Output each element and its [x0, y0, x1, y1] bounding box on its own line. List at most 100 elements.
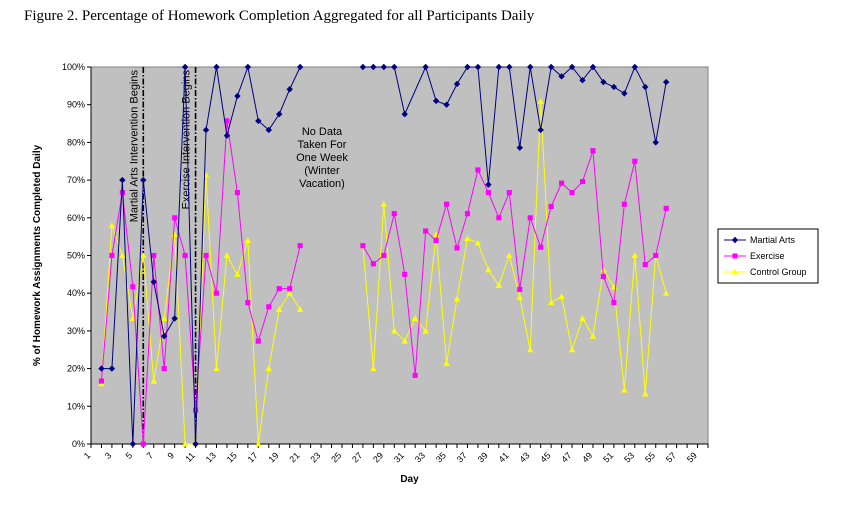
series-layer: [98, 63, 670, 448]
data-point: [391, 211, 397, 217]
data-point: [296, 306, 304, 312]
data-point: [589, 63, 597, 71]
y-tick-label: 50%: [67, 251, 85, 261]
x-tick-label: 37: [455, 450, 469, 464]
legend-label: Martial Arts: [750, 235, 796, 245]
x-tick-label: 51: [601, 450, 615, 464]
data-point: [244, 237, 252, 243]
data-point: [558, 293, 565, 300]
series-line: [362, 150, 667, 376]
data-point: [662, 290, 670, 296]
data-point: [192, 440, 199, 448]
x-tick-label: 17: [246, 450, 260, 464]
martial-arts-intervention-label: Martial Arts Intervention Begins: [128, 70, 140, 223]
data-point: [506, 252, 513, 259]
x-tick-label: 27: [350, 450, 364, 464]
data-point: [485, 181, 492, 188]
data-point: [129, 440, 137, 448]
x-tick-label: 9: [165, 450, 176, 461]
data-point: [370, 261, 376, 267]
data-point: [464, 235, 471, 242]
data-point: [244, 63, 252, 71]
x-axis: 1 3 5 7 9 11 13 15 17 19 21 23 25 27 29 31 33 35 37 39 41 43 4…: [82, 443, 709, 464]
data-point: [474, 63, 482, 71]
data-point: [182, 252, 188, 259]
data-point: [255, 117, 262, 125]
data-point: [401, 337, 408, 344]
figure-title: Figure 2. Percentage of Homework Complet…: [24, 8, 535, 24]
data-point: [286, 86, 293, 93]
data-point: [642, 390, 649, 397]
data-point: [380, 63, 388, 71]
x-tick-label: 13: [204, 450, 218, 464]
data-point: [517, 286, 523, 292]
data-point: [548, 203, 554, 210]
x-tick-label: 3: [103, 450, 114, 461]
data-point: [527, 63, 534, 71]
data-point: [579, 76, 586, 84]
data-point: [516, 144, 523, 151]
data-point: [537, 98, 544, 104]
data-point: [380, 201, 388, 207]
data-point: [547, 63, 555, 71]
data-point: [600, 266, 607, 273]
data-point: [579, 315, 586, 322]
data-point: [433, 237, 439, 243]
x-tick-label: 43: [517, 450, 531, 464]
data-point: [443, 360, 450, 366]
data-point: [245, 300, 251, 306]
series-line: [100, 120, 301, 445]
data-point: [453, 80, 461, 88]
data-point: [621, 90, 628, 97]
data-point: [381, 252, 387, 259]
data-point: [432, 97, 440, 105]
data-point: [485, 189, 491, 196]
data-point: [600, 274, 606, 280]
legend-label: Control Group: [750, 267, 807, 277]
data-point: [600, 78, 607, 86]
data-point: [464, 211, 471, 217]
data-point: [569, 189, 575, 196]
legend-marker: [732, 253, 738, 259]
series-martial-arts: [98, 63, 670, 448]
data-point: [213, 365, 220, 372]
data-point: [172, 215, 178, 221]
x-tick-label: 45: [538, 450, 552, 464]
data-point: [234, 271, 241, 277]
data-point: [265, 126, 272, 134]
data-point: [224, 118, 230, 124]
data-point: [402, 271, 408, 277]
data-point: [663, 205, 669, 211]
data-point: [391, 327, 398, 334]
x-tick-label: 55: [643, 450, 657, 464]
series-exercise: [98, 118, 669, 447]
data-point: [496, 215, 502, 221]
data-point: [129, 315, 137, 322]
data-point: [223, 132, 231, 139]
data-point: [370, 63, 377, 71]
data-point: [506, 189, 512, 196]
data-point: [568, 346, 576, 353]
x-axis-title: Day: [400, 474, 419, 485]
data-point: [558, 73, 565, 80]
data-point: [140, 441, 146, 447]
no-data-note-line: (Winter: [304, 165, 340, 177]
data-point: [527, 346, 534, 353]
data-point: [662, 78, 670, 86]
data-point: [202, 126, 210, 134]
data-point: [213, 290, 220, 296]
data-point: [621, 386, 628, 393]
legend-marker: [731, 268, 739, 275]
data-point: [632, 158, 638, 164]
legend-marker: [731, 236, 739, 244]
data-point: [506, 63, 513, 71]
data-point: [213, 63, 220, 71]
data-point: [559, 180, 565, 186]
x-tick-label: 23: [308, 450, 322, 464]
x-tick-label: 59: [685, 450, 699, 464]
x-tick-label: 31: [392, 450, 406, 464]
data-point: [579, 179, 586, 185]
data-point: [485, 266, 492, 273]
data-point: [181, 440, 189, 447]
